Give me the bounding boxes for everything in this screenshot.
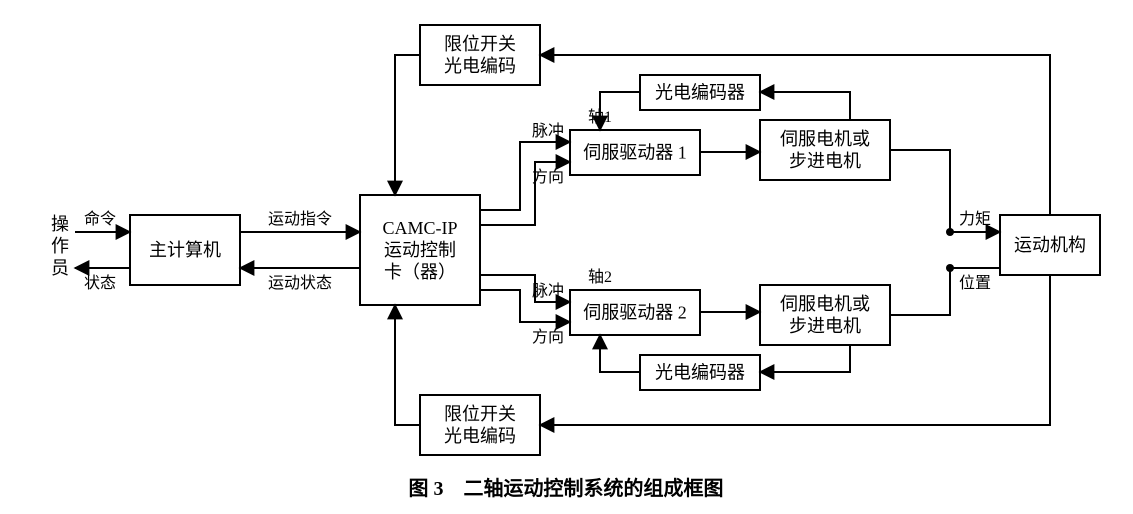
svg-text:运动机构: 运动机构 — [1014, 235, 1086, 255]
svg-text:命令: 命令 — [84, 210, 116, 228]
svg-text:员: 员 — [51, 258, 69, 278]
svg-text:状态: 状态 — [84, 274, 116, 292]
svg-text:CAMC-IP: CAMC-IP — [382, 218, 457, 238]
svg-text:卡（器）: 卡（器） — [384, 262, 456, 282]
svg-text:力矩: 力矩 — [959, 210, 991, 228]
svg-text:脉冲: 脉冲 — [532, 122, 564, 140]
svg-text:光电编码器: 光电编码器 — [655, 83, 745, 103]
svg-text:步进电机: 步进电机 — [789, 316, 861, 336]
svg-text:光电编码: 光电编码 — [444, 56, 516, 76]
svg-text:方向: 方向 — [532, 168, 564, 186]
svg-text:主计算机: 主计算机 — [149, 240, 221, 260]
svg-text:方向: 方向 — [532, 328, 564, 346]
svg-text:限位开关: 限位开关 — [444, 34, 516, 54]
svg-text:光电编码: 光电编码 — [444, 426, 516, 446]
svg-text:伺服电机或: 伺服电机或 — [780, 129, 870, 149]
svg-text:图 3 二轴运动控制系统的组成框图: 图 3 二轴运动控制系统的组成框图 — [409, 476, 724, 500]
system-block-diagram: 主计算机CAMC-IP运动控制卡（器）限位开关光电编码限位开关光电编码伺服驱动器… — [0, 0, 1133, 514]
svg-text:运动状态: 运动状态 — [268, 274, 332, 292]
svg-text:运动指令: 运动指令 — [268, 210, 332, 228]
svg-text:步进电机: 步进电机 — [789, 151, 861, 171]
svg-text:伺服电机或: 伺服电机或 — [780, 294, 870, 314]
svg-text:轴2: 轴2 — [588, 268, 612, 286]
svg-text:运动控制: 运动控制 — [384, 240, 456, 260]
svg-text:限位开关: 限位开关 — [444, 404, 516, 424]
svg-text:操: 操 — [51, 214, 69, 234]
svg-text:光电编码器: 光电编码器 — [655, 363, 745, 383]
svg-text:伺服驱动器 2: 伺服驱动器 2 — [583, 303, 687, 323]
svg-text:位置: 位置 — [959, 274, 991, 292]
svg-text:脉冲: 脉冲 — [532, 282, 564, 300]
svg-text:伺服驱动器 1: 伺服驱动器 1 — [583, 143, 687, 163]
svg-text:作: 作 — [51, 236, 69, 256]
